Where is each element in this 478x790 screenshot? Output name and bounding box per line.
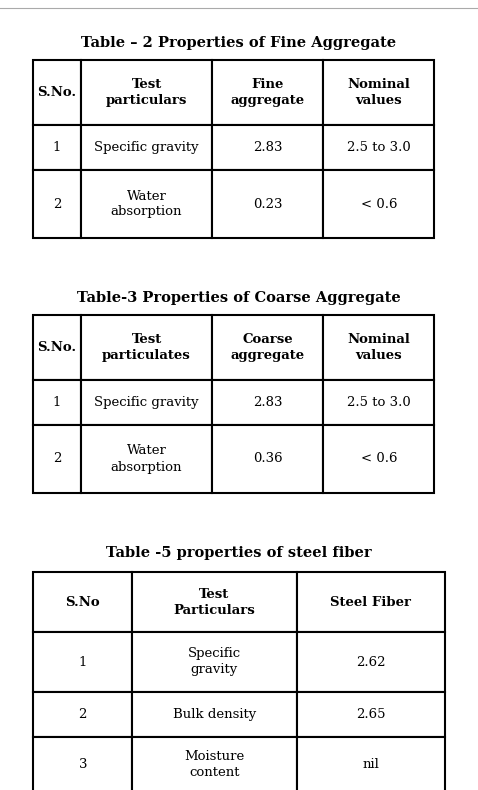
Text: Water
absorption: Water absorption bbox=[111, 190, 182, 219]
Bar bbox=[33, 632, 132, 692]
Bar bbox=[296, 692, 445, 737]
Bar bbox=[132, 737, 296, 790]
Text: 0.36: 0.36 bbox=[253, 453, 282, 465]
Text: 2: 2 bbox=[78, 708, 87, 721]
Bar bbox=[33, 125, 81, 170]
Bar bbox=[132, 632, 296, 692]
Text: Table-3 Properties of Coarse Aggregate: Table-3 Properties of Coarse Aggregate bbox=[77, 291, 401, 305]
Bar bbox=[212, 125, 323, 170]
Bar bbox=[323, 380, 434, 425]
Bar bbox=[33, 60, 81, 125]
Text: 2.83: 2.83 bbox=[253, 396, 282, 409]
Text: 2: 2 bbox=[53, 198, 61, 210]
Text: 2.83: 2.83 bbox=[253, 141, 282, 154]
Text: < 0.6: < 0.6 bbox=[360, 198, 397, 210]
Text: < 0.6: < 0.6 bbox=[360, 453, 397, 465]
Bar bbox=[81, 380, 212, 425]
Text: 2.62: 2.62 bbox=[356, 656, 385, 668]
Text: 2.65: 2.65 bbox=[356, 708, 385, 721]
Bar bbox=[33, 380, 81, 425]
Text: Table -5 properties of steel fiber: Table -5 properties of steel fiber bbox=[106, 546, 372, 560]
Text: Test
Particulars: Test Particulars bbox=[174, 588, 255, 616]
Text: Specific gravity: Specific gravity bbox=[94, 396, 199, 409]
Bar bbox=[296, 572, 445, 632]
Bar bbox=[212, 60, 323, 125]
Bar bbox=[323, 125, 434, 170]
Bar bbox=[81, 425, 212, 493]
Bar bbox=[81, 170, 212, 238]
Text: 1: 1 bbox=[53, 396, 61, 409]
Bar bbox=[81, 315, 212, 380]
Text: Table – 2 Properties of Fine Aggregate: Table – 2 Properties of Fine Aggregate bbox=[81, 36, 397, 50]
Text: Specific gravity: Specific gravity bbox=[94, 141, 199, 154]
Text: Water
absorption: Water absorption bbox=[111, 445, 182, 473]
Bar bbox=[33, 692, 132, 737]
Text: Specific
gravity: Specific gravity bbox=[188, 648, 241, 676]
Text: Fine
aggregate: Fine aggregate bbox=[231, 78, 305, 107]
Bar bbox=[81, 125, 212, 170]
Bar bbox=[323, 60, 434, 125]
Bar bbox=[296, 737, 445, 790]
Text: 1: 1 bbox=[78, 656, 87, 668]
Text: 0.23: 0.23 bbox=[253, 198, 282, 210]
Text: Nominal
values: Nominal values bbox=[348, 333, 410, 362]
Text: Steel Fiber: Steel Fiber bbox=[330, 596, 411, 608]
Bar bbox=[132, 692, 296, 737]
Text: S.No.: S.No. bbox=[38, 86, 76, 99]
Bar bbox=[33, 170, 81, 238]
Text: 2: 2 bbox=[53, 453, 61, 465]
Bar bbox=[323, 425, 434, 493]
Bar bbox=[81, 60, 212, 125]
Bar bbox=[132, 572, 296, 632]
Text: 2.5 to 3.0: 2.5 to 3.0 bbox=[347, 141, 411, 154]
Text: Moisture
content: Moisture content bbox=[184, 750, 244, 779]
Bar bbox=[33, 425, 81, 493]
Bar bbox=[33, 315, 81, 380]
Text: 1: 1 bbox=[53, 141, 61, 154]
Text: S.No.: S.No. bbox=[38, 341, 76, 354]
Bar bbox=[33, 737, 132, 790]
Bar bbox=[212, 425, 323, 493]
Text: Test
particulates: Test particulates bbox=[102, 333, 191, 362]
Text: Coarse
aggregate: Coarse aggregate bbox=[231, 333, 305, 362]
Bar bbox=[212, 380, 323, 425]
Text: 2.5 to 3.0: 2.5 to 3.0 bbox=[347, 396, 411, 409]
Text: Nominal
values: Nominal values bbox=[348, 78, 410, 107]
Text: 3: 3 bbox=[78, 758, 87, 771]
Text: Test
particulars: Test particulars bbox=[106, 78, 187, 107]
Bar bbox=[212, 170, 323, 238]
Text: nil: nil bbox=[362, 758, 379, 771]
Text: S.No: S.No bbox=[65, 596, 100, 608]
Bar bbox=[323, 315, 434, 380]
Bar bbox=[296, 632, 445, 692]
Text: Bulk density: Bulk density bbox=[173, 708, 256, 721]
Bar bbox=[323, 170, 434, 238]
Bar bbox=[212, 315, 323, 380]
Bar bbox=[33, 572, 132, 632]
